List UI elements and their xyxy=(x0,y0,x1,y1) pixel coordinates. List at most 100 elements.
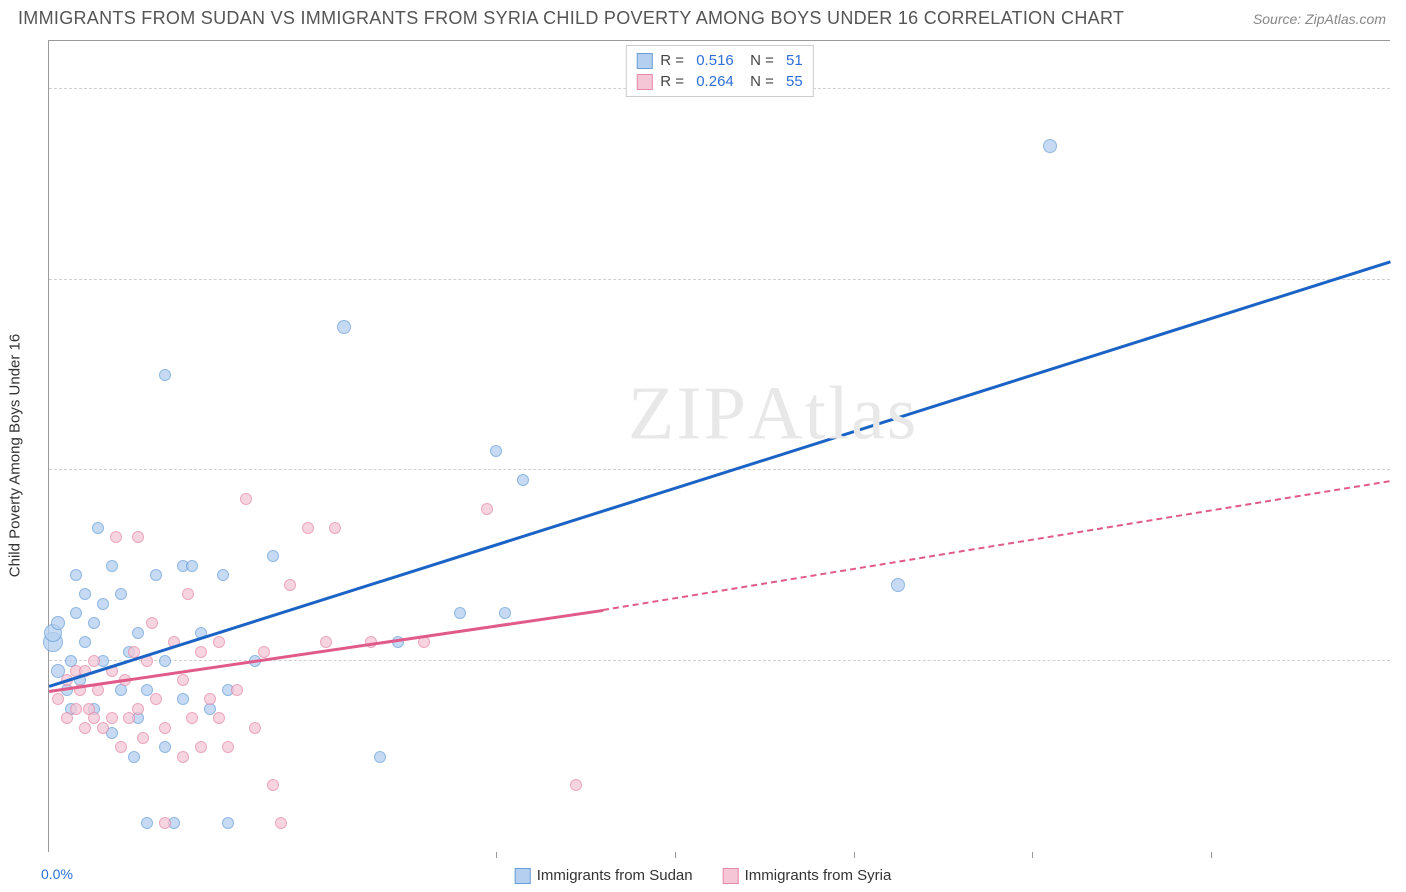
data-point xyxy=(302,522,314,534)
data-point xyxy=(132,703,144,715)
data-point xyxy=(182,588,194,600)
data-point xyxy=(517,474,529,486)
data-point xyxy=(267,550,279,562)
stats-row: R = 0.516 N = 51 xyxy=(636,50,802,71)
x-tick xyxy=(854,852,855,858)
data-point xyxy=(97,598,109,610)
data-point xyxy=(115,741,127,753)
data-point xyxy=(159,722,171,734)
data-point xyxy=(320,636,332,648)
data-point xyxy=(70,703,82,715)
stat-n-label: N = xyxy=(742,71,778,92)
data-point xyxy=(177,693,189,705)
swatch-icon xyxy=(636,74,652,90)
gridline xyxy=(49,469,1390,470)
gridline xyxy=(49,279,1390,280)
x-tick xyxy=(675,852,676,858)
stat-r-value: 0.264 xyxy=(696,71,734,92)
stat-n-value: 51 xyxy=(786,50,803,71)
data-point xyxy=(249,722,261,734)
data-point xyxy=(275,817,287,829)
data-point xyxy=(258,646,270,658)
legend-label: Immigrants from Syria xyxy=(745,867,892,884)
data-point xyxy=(177,674,189,686)
y-tick-label: 40.0% xyxy=(1396,446,1406,462)
stat-r-label: R = xyxy=(660,71,688,92)
data-point xyxy=(92,522,104,534)
x-tick xyxy=(1032,852,1033,858)
stats-row: R = 0.264 N = 55 xyxy=(636,71,802,92)
data-point xyxy=(52,693,64,705)
stat-n-label: N = xyxy=(742,50,778,71)
data-point xyxy=(186,560,198,572)
data-point xyxy=(186,712,198,724)
stat-r-label: R = xyxy=(660,50,688,71)
y-tick-label: 60.0% xyxy=(1396,256,1406,272)
title-bar: IMMIGRANTS FROM SUDAN VS IMMIGRANTS FROM… xyxy=(0,0,1406,35)
legend-item: Immigrants from Sudan xyxy=(515,867,693,884)
series-legend: Immigrants from Sudan Immigrants from Syr… xyxy=(515,867,892,884)
data-point xyxy=(240,493,252,505)
data-point xyxy=(231,684,243,696)
data-point xyxy=(106,560,118,572)
data-point xyxy=(159,655,171,667)
data-point xyxy=(159,369,171,381)
regression-line xyxy=(49,260,1391,687)
data-point xyxy=(51,616,65,630)
y-tick-label: 20.0% xyxy=(1396,637,1406,653)
source-label: Source: ZipAtlas.com xyxy=(1253,11,1386,27)
data-point xyxy=(123,712,135,724)
data-point xyxy=(141,817,153,829)
data-point xyxy=(891,578,905,592)
stat-n-value: 55 xyxy=(786,71,803,92)
data-point xyxy=(79,588,91,600)
data-point xyxy=(97,722,109,734)
data-point xyxy=(454,607,466,619)
data-point xyxy=(146,617,158,629)
data-point xyxy=(213,636,225,648)
data-point xyxy=(150,693,162,705)
data-point xyxy=(267,779,279,791)
legend-label: Immigrants from Sudan xyxy=(537,867,693,884)
x-tick xyxy=(1211,852,1212,858)
swatch-icon xyxy=(723,868,739,884)
data-point xyxy=(61,712,73,724)
data-point xyxy=(159,741,171,753)
data-point xyxy=(150,569,162,581)
data-point xyxy=(217,569,229,581)
data-point xyxy=(132,627,144,639)
data-point xyxy=(110,531,122,543)
regression-line xyxy=(603,480,1390,611)
data-point xyxy=(137,732,149,744)
data-point xyxy=(70,569,82,581)
chart-title: IMMIGRANTS FROM SUDAN VS IMMIGRANTS FROM… xyxy=(18,8,1124,29)
x-axis-min: 0.0% xyxy=(41,866,73,882)
data-point xyxy=(213,712,225,724)
stats-legend: R = 0.516 N = 51R = 0.264 N = 55 xyxy=(625,45,813,97)
data-point xyxy=(177,751,189,763)
x-tick xyxy=(496,852,497,858)
data-point xyxy=(88,617,100,629)
data-point xyxy=(195,646,207,658)
data-point xyxy=(570,779,582,791)
data-point xyxy=(337,320,351,334)
data-point xyxy=(159,817,171,829)
data-point xyxy=(79,722,91,734)
legend-item: Immigrants from Syria xyxy=(723,867,892,884)
chart-container: Child Poverty Among Boys Under 16 20.0%4… xyxy=(48,40,1390,852)
data-point xyxy=(132,531,144,543)
data-point xyxy=(481,503,493,515)
data-point xyxy=(70,607,82,619)
data-point xyxy=(195,741,207,753)
data-point xyxy=(204,693,216,705)
data-point xyxy=(284,579,296,591)
data-point xyxy=(329,522,341,534)
swatch-icon xyxy=(515,868,531,884)
data-point xyxy=(1043,139,1057,153)
data-point xyxy=(374,751,386,763)
data-point xyxy=(490,445,502,457)
data-point xyxy=(79,636,91,648)
y-tick-label: 80.0% xyxy=(1396,65,1406,81)
plot-area: 20.0%40.0%60.0%80.0% xyxy=(49,41,1390,852)
data-point xyxy=(88,655,100,667)
